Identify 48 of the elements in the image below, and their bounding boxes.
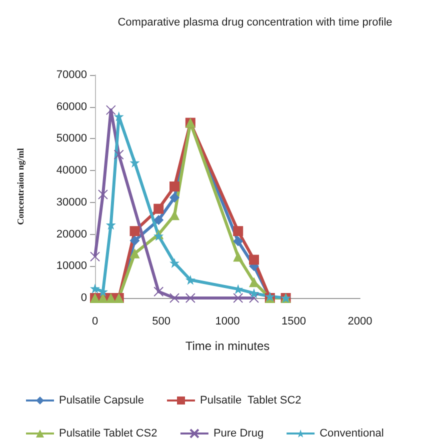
point [114, 150, 124, 160]
point [90, 252, 100, 262]
point [233, 226, 244, 236]
y-tick-label: 40000 [56, 164, 87, 177]
legend-label: Conventional [320, 428, 384, 440]
point [130, 158, 140, 168]
point [249, 254, 259, 265]
point [170, 293, 180, 303]
y-tick-label: 20000 [56, 228, 87, 240]
point [249, 293, 259, 303]
x-tick-label: 1000 [215, 316, 240, 328]
point [249, 277, 259, 288]
x-axis-title: Time in minutes [185, 339, 270, 353]
point [90, 283, 100, 294]
legend-label: Pulsatile Tablet CS2 [59, 428, 158, 440]
point [154, 286, 164, 297]
x-tick-label: 1500 [282, 316, 306, 328]
point [233, 252, 244, 262]
x-tick-label: 2000 [348, 316, 372, 328]
point [130, 236, 140, 246]
y-tick-label: 50000 [56, 132, 87, 145]
x-tick-label: 500 [152, 316, 170, 328]
chart-title: Comparative plasma drug concentration with time profile [118, 16, 392, 28]
y-tick-label: 60000 [56, 100, 87, 113]
point [185, 293, 196, 303]
legend-label: Pulsatile Capsule [59, 394, 144, 406]
point [170, 182, 180, 192]
point [170, 210, 180, 220]
y-tick-label: 0 [80, 292, 87, 304]
point [154, 214, 164, 225]
legend-label: Pulsatile Tablet SC2 [200, 394, 302, 406]
point [185, 274, 196, 285]
x-tick-label: 0 [92, 316, 98, 328]
point [106, 105, 116, 116]
y-tick-label: 70000 [56, 69, 87, 81]
y-axis-title: Concentraion ng/ml [16, 148, 26, 225]
point [130, 226, 140, 236]
point [98, 189, 108, 200]
point [114, 111, 124, 122]
point [233, 236, 244, 246]
point [170, 192, 180, 203]
y-tick-label: 30000 [56, 196, 87, 208]
legend-label: Pure Drug [213, 428, 264, 440]
y-tick-label: 10000 [56, 260, 87, 272]
point [233, 293, 244, 303]
point [154, 204, 164, 214]
point [170, 258, 180, 268]
point [130, 248, 140, 258]
